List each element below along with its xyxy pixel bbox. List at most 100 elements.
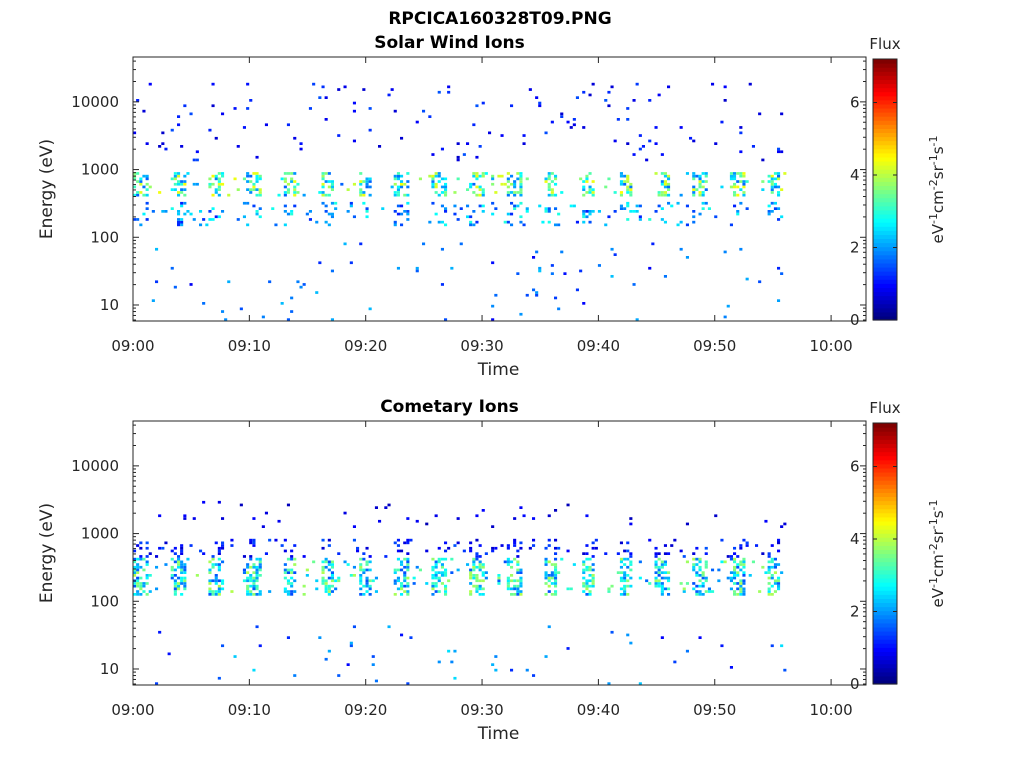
flux-cell [170, 565, 174, 569]
flux-cell [180, 568, 184, 572]
flux-cell [698, 185, 702, 189]
flux-cell [516, 549, 520, 553]
flux-cell [532, 674, 536, 677]
flux-cell [396, 172, 400, 175]
flux-cell [547, 514, 551, 518]
flux-cell [217, 177, 221, 181]
flux-cell [770, 584, 774, 588]
flux-cell [619, 180, 623, 183]
flux-cell [453, 649, 457, 653]
flux-cell [770, 201, 774, 205]
flux-cell [177, 555, 181, 558]
flux-cell [431, 180, 435, 183]
flux-cell [337, 552, 341, 555]
flux-cell [510, 565, 514, 569]
flux-cell [321, 185, 325, 189]
flux-cell [547, 579, 551, 583]
flux-cell [183, 201, 187, 205]
flux-cell [475, 584, 479, 588]
flux-cell [359, 593, 363, 596]
flux-cell [755, 544, 759, 547]
flux-cell [434, 563, 438, 566]
flux-cell [582, 188, 586, 191]
flux-cell [356, 546, 360, 550]
flux-cell [440, 557, 444, 561]
flux-cell [148, 185, 152, 189]
x-tick-label: 09:00 [111, 701, 154, 719]
flux-cell [773, 582, 777, 585]
flux-cell [513, 579, 517, 583]
flux-cell [180, 191, 184, 194]
flux-cell [384, 506, 388, 509]
flux-cell [475, 174, 479, 178]
flux-cell [406, 565, 410, 569]
flux-cell [246, 180, 250, 183]
flux-cell [472, 560, 476, 564]
colorbar-step [873, 112, 897, 117]
flux-cell [626, 201, 630, 205]
flux-cell [437, 579, 441, 583]
colorbar-step [873, 463, 897, 469]
flux-cell [626, 579, 630, 583]
flux-cell [582, 590, 586, 593]
flux-cell [516, 204, 520, 208]
flux-cell [346, 563, 350, 566]
colorbar-step [873, 234, 897, 240]
flux-cell [365, 207, 369, 210]
flux-cell [736, 180, 740, 183]
flux-cell [550, 272, 554, 275]
flux-cell [434, 514, 438, 518]
flux-cell [626, 557, 630, 561]
flux-cell [767, 204, 771, 208]
flux-cell [359, 191, 363, 194]
flux-cell [654, 546, 658, 550]
flux-cell [516, 177, 520, 181]
flux-cell [695, 571, 699, 574]
flux-cell [547, 590, 551, 593]
flux-cell [685, 204, 689, 208]
flux-cell [440, 283, 444, 286]
flux-cell [638, 560, 642, 564]
flux-cell [208, 571, 212, 574]
flux-cell [597, 264, 601, 267]
flux-cell [591, 188, 595, 191]
colorbar-step [873, 626, 897, 632]
flux-cell [255, 625, 259, 629]
colorbar-step [873, 492, 897, 498]
flux-cell [330, 590, 334, 593]
flux-cell [249, 584, 253, 588]
colorbar-step [873, 520, 897, 526]
flux-cell [742, 560, 746, 564]
flux-cell [660, 191, 664, 194]
flux-cell [657, 204, 661, 208]
flux-cell [133, 560, 137, 564]
colorbar-step [873, 659, 897, 665]
flux-cell [506, 544, 510, 547]
flux-cell [324, 565, 328, 569]
flux-cell [249, 557, 253, 561]
flux-cell [249, 565, 253, 569]
flux-cell [704, 188, 708, 191]
colorbar-step [873, 488, 897, 493]
flux-cell [494, 655, 498, 658]
flux-cell [145, 188, 149, 191]
flux-cell [177, 582, 181, 585]
flux-cell [770, 191, 774, 194]
flux-cell [588, 188, 592, 191]
flux-cell [403, 182, 407, 186]
flux-cell [324, 557, 328, 561]
flux-cell [249, 188, 253, 191]
flux-cell [258, 191, 262, 194]
flux-cell [170, 557, 174, 561]
flux-cell [356, 549, 360, 553]
flux-cell [362, 201, 366, 205]
flux-cell [550, 563, 554, 566]
flux-cell [629, 185, 633, 189]
flux-cell [293, 571, 297, 574]
flux-cell [283, 193, 287, 197]
flux-cell [607, 104, 611, 108]
flux-cell [324, 172, 328, 175]
panel-title: Solar Wind Ions [374, 33, 525, 53]
flux-cell [139, 576, 143, 580]
